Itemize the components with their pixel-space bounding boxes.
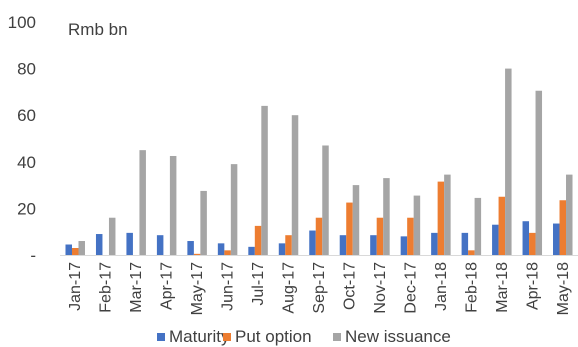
bar-new-issuance: [566, 174, 573, 255]
bar-new-issuance: [505, 68, 512, 255]
bar-new-issuance: [78, 241, 85, 255]
legend-label: New issuance: [345, 327, 451, 346]
bar-maturity: [492, 224, 499, 255]
bar-new-issuance: [108, 217, 116, 255]
legend-label: Put option: [235, 327, 312, 346]
x-tick-label: Aug-17: [281, 262, 298, 314]
x-tick-label: Feb-18: [463, 262, 480, 313]
bars: [65, 68, 573, 256]
bar-maturity: [400, 236, 408, 255]
bar-maturity: [156, 235, 164, 255]
bar-new-issuance: [413, 195, 421, 255]
y-tick-label: 20: [17, 199, 36, 218]
bar-put-option: [254, 225, 262, 256]
x-tick-label: Mar-17: [128, 262, 145, 313]
x-axis: Jan-17 Feb-17 Mar-17 Apr-17 May-17 Jun-17 Jul-…: [67, 262, 572, 315]
bar-maturity: [339, 235, 347, 255]
bar-put-option: [529, 232, 536, 255]
bar-put-option: [498, 196, 506, 255]
bar-new-issuance: [200, 190, 207, 255]
bar-maturity: [187, 241, 194, 255]
x-tick-label: Mar-18: [494, 262, 511, 313]
y-tick-label: 80: [17, 60, 36, 79]
x-tick-label: May-18: [555, 262, 572, 315]
bar-put-option: [193, 253, 201, 255]
x-tick-label: Jan-17: [67, 262, 84, 311]
x-tick-label: Apr-17: [159, 262, 176, 310]
bar-new-issuance: [291, 115, 299, 255]
x-tick-label: Oct-17: [341, 262, 358, 310]
y-tick-label: 100: [8, 13, 36, 32]
bar-new-issuance: [322, 145, 329, 255]
bar-maturity: [431, 232, 438, 255]
x-tick-label: Dec-17: [402, 262, 419, 314]
y-tick-label: 60: [17, 106, 36, 125]
bar-put-option: [71, 248, 79, 255]
y-tick-label: -: [30, 246, 36, 265]
x-tick-label: Feb-17: [98, 262, 115, 313]
bar-put-option: [468, 250, 475, 255]
bar-put-option: [224, 250, 231, 255]
bar-new-issuance: [535, 90, 543, 256]
bar-put-option: [437, 181, 445, 255]
bar-maturity: [309, 230, 316, 255]
bar-put-option: [315, 217, 323, 255]
bar-maturity: [370, 235, 377, 255]
bar-maturity: [522, 221, 530, 255]
unit-label: Rmb bn: [68, 20, 128, 39]
legend: Maturity Put option New issuance: [157, 327, 451, 346]
bar-put-option: [285, 235, 292, 255]
bar-new-issuance: [474, 197, 482, 255]
legend-swatch-new-issuance: [333, 333, 341, 341]
bar-new-issuance: [383, 178, 390, 255]
bar-put-option: [346, 202, 353, 255]
x-tick-label: Sep-17: [311, 262, 328, 314]
y-axis: - 20 40 60 80 100: [8, 13, 36, 265]
bar-maturity: [126, 232, 133, 255]
legend-label: Maturity: [169, 327, 230, 346]
bar-maturity: [461, 232, 469, 255]
bar-maturity: [65, 244, 72, 255]
bar-maturity: [278, 243, 286, 255]
x-tick-label: Jan-18: [433, 262, 450, 311]
bar-new-issuance: [169, 155, 177, 255]
bar-maturity: [248, 246, 255, 255]
bar-maturity: [217, 243, 225, 255]
x-tick-label: Apr-18: [524, 262, 541, 310]
bar-new-issuance: [261, 105, 268, 255]
bar-new-issuance: [444, 174, 451, 255]
legend-swatch-maturity: [157, 333, 165, 341]
legend-swatch-put-option: [223, 333, 231, 341]
x-tick-label: Jun-17: [220, 262, 237, 311]
bar-new-issuance: [230, 164, 238, 255]
bar-put-option: [376, 217, 384, 255]
bar-new-issuance: [352, 185, 360, 255]
x-tick-label: Jul-17: [250, 262, 267, 306]
y-tick-label: 40: [17, 153, 36, 172]
bar-put-option: [407, 217, 414, 255]
x-tick-label: Nov-17: [372, 262, 389, 314]
bar-maturity: [553, 223, 560, 255]
bar-new-issuance: [139, 150, 146, 255]
bar-maturity: [95, 234, 103, 255]
x-tick-label: May-17: [189, 262, 206, 315]
bar-put-option: [559, 200, 567, 255]
